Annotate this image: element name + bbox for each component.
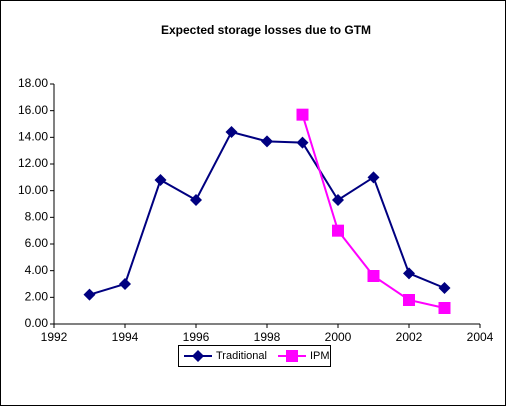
marker xyxy=(190,194,202,206)
legend: Traditional IPM xyxy=(178,345,331,367)
x-tick-label: 1996 xyxy=(183,330,210,344)
x-tick-label: 1992 xyxy=(41,330,68,344)
marker xyxy=(225,126,238,138)
marker xyxy=(438,302,451,314)
x-tick-label: 2002 xyxy=(396,330,423,344)
y-tick-label: 12.00 xyxy=(18,156,48,170)
marker xyxy=(367,171,380,184)
marker xyxy=(261,135,273,148)
marker xyxy=(367,270,380,282)
legend-label: IPM xyxy=(310,350,330,362)
y-tick-label: 14.00 xyxy=(18,130,48,144)
marker xyxy=(286,350,298,362)
marker xyxy=(119,278,131,290)
marker xyxy=(83,288,96,301)
y-tick-label: 18.00 xyxy=(18,76,48,90)
legend-label: Traditional xyxy=(216,350,267,362)
x-tick-label: 2004 xyxy=(467,330,494,344)
x-tick-label: 2000 xyxy=(325,330,352,344)
x-tick-label: 1994 xyxy=(112,330,139,344)
marker xyxy=(403,267,415,280)
y-tick-label: 2.00 xyxy=(25,290,49,304)
chart-title: Expected storage losses due to GTM xyxy=(161,23,371,37)
marker xyxy=(403,294,415,306)
y-tick-label: 4.00 xyxy=(25,263,49,277)
y-tick-label: 16.00 xyxy=(18,103,48,117)
marker xyxy=(332,224,344,237)
marker xyxy=(332,194,344,206)
y-tick-label: 6.00 xyxy=(25,236,49,250)
marker xyxy=(154,174,167,186)
marker xyxy=(192,350,204,362)
y-tick-label: 0.00 xyxy=(25,316,49,330)
y-tick-label: 10.00 xyxy=(18,183,48,197)
marker xyxy=(296,136,309,149)
y-tick-label: 8.00 xyxy=(25,210,49,224)
x-tick-label: 1998 xyxy=(254,330,281,344)
marker xyxy=(438,282,451,294)
marker xyxy=(296,108,309,121)
